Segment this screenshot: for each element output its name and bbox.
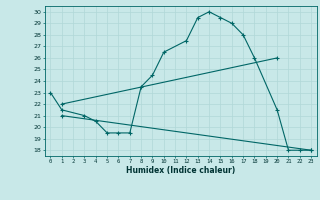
X-axis label: Humidex (Indice chaleur): Humidex (Indice chaleur) — [126, 166, 236, 175]
